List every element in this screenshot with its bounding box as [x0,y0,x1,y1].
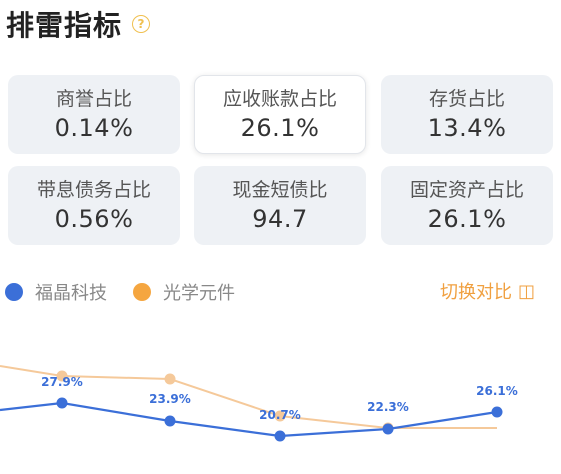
data-label-company: 26.1% [476,384,518,398]
metric-card-inventory[interactable]: 存货占比 13.4% [381,75,553,154]
series-line-company [0,401,498,438]
legend-item-company[interactable]: 福晶科技 [5,279,107,305]
chart-legend: 福晶科技 光学元件 [5,277,261,307]
legend-dot-icon [133,283,151,301]
series-line-industry [0,365,497,429]
header: 排雷指标 ? [6,4,151,44]
data-point-company [164,415,176,427]
metric-card-cash-short-debt[interactable]: 现金短债比 94.7 [194,166,366,245]
data-label-company: 20.7% [259,408,301,422]
metric-card-interest-debt[interactable]: 带息债务占比 0.56% [8,166,180,245]
card-value: 26.1% [427,204,507,233]
data-label-company: 23.9% [149,392,191,406]
chart-layer: 27.9% 23.9% 20.7% 22.3% 26.1% [0,365,518,442]
data-point-industry [274,410,286,422]
card-label: 带息债务占比 [36,178,151,201]
metric-card-fixed-assets[interactable]: 固定资产占比 26.1% [381,166,553,245]
legend-dot-icon [5,283,23,301]
switch-compare-label: 切换对比 [439,282,512,303]
card-label: 商誉占比 [55,87,132,110]
legend-label: 福晶科技 [35,283,107,304]
card-label: 存货占比 [428,87,505,110]
data-label-company: 22.3% [367,400,409,414]
data-point-industry [164,373,176,385]
card-value: 94.7 [252,204,308,233]
data-point-company [382,423,394,435]
legend-item-industry[interactable]: 光学元件 [133,279,235,305]
card-label: 固定资产占比 [409,178,524,201]
metric-card-goodwill[interactable]: 商誉占比 0.14% [8,75,180,154]
switch-compare-button[interactable]: 切换对比 ◫ [440,278,535,304]
line-chart: 27.9% 23.9% 20.7% 22.3% 26.1% [0,365,518,442]
data-point-industry [56,370,68,382]
data-point-company [491,406,503,418]
data-point-company [274,430,286,442]
data-label-company: 27.9% [41,375,83,389]
page-title: 排雷指标 [6,9,123,42]
card-value: 0.56% [54,204,134,233]
card-value: 26.1% [240,113,320,142]
card-value: 13.4% [427,113,507,142]
legend-label: 光学元件 [163,283,235,304]
data-point-company [56,397,68,409]
card-label: 应收账款占比 [222,87,337,110]
question-circle-icon[interactable]: ? [132,15,151,33]
card-label: 现金短债比 [232,178,328,201]
metric-card-receivables[interactable]: 应收账款占比 26.1% [194,75,366,154]
card-value: 0.14% [54,113,134,142]
switch-compare-icon: ◫ [517,280,535,302]
